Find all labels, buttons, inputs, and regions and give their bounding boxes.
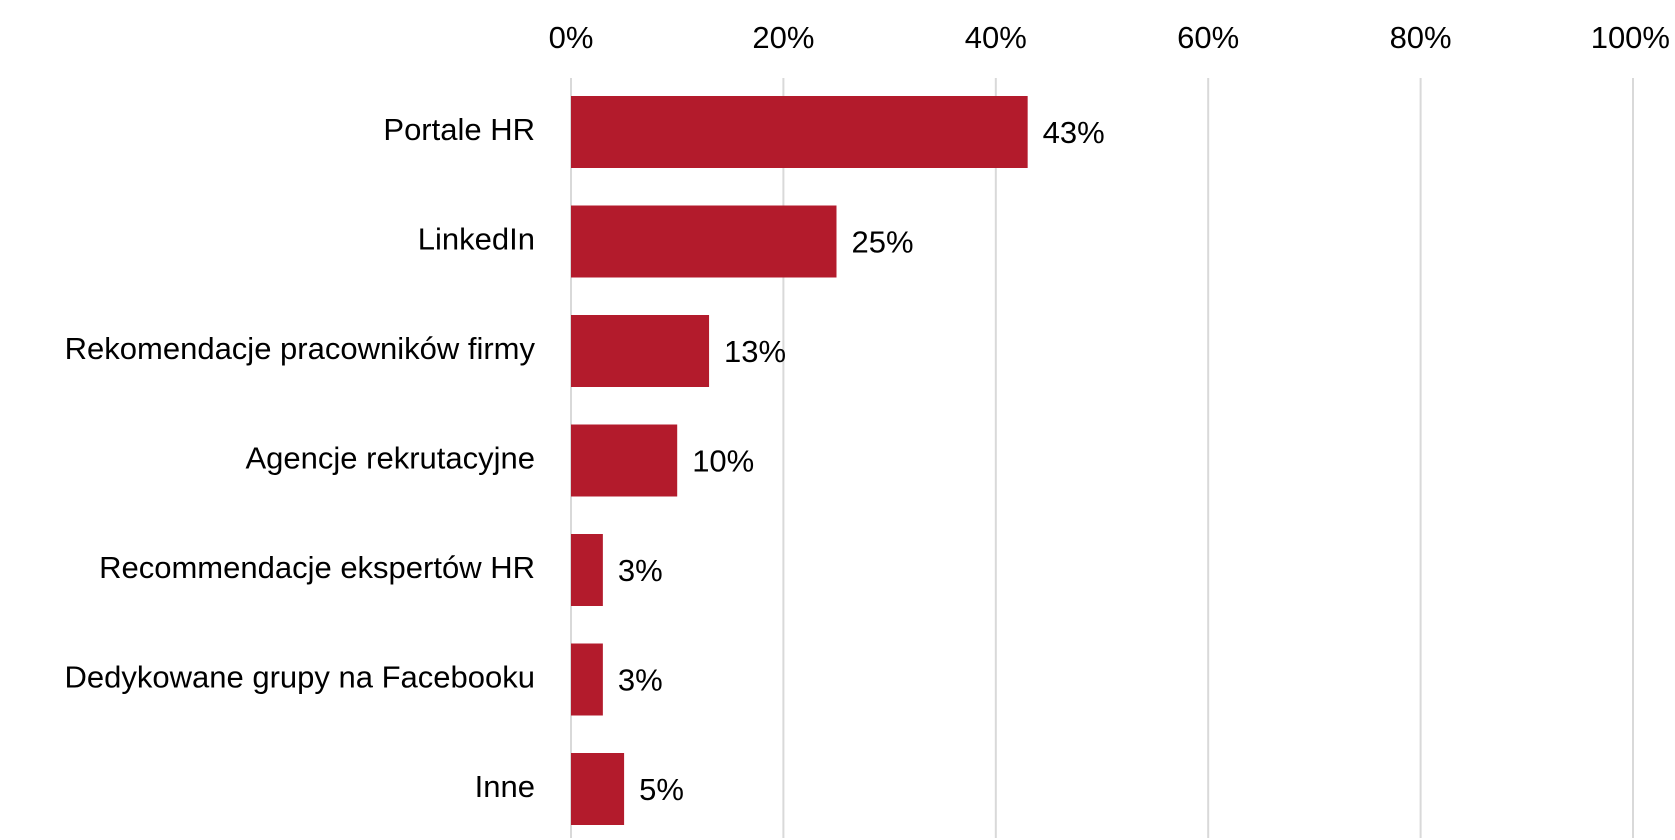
category-label: Portale HR [383,112,535,147]
x-tick-label: 0% [549,20,594,55]
x-tick-label: 100% [1591,20,1670,55]
bar [571,424,678,497]
category-label: Recommendacje ekspertów HR [99,550,535,585]
data-label: 3% [618,663,663,698]
data-labels: 43% 25% 13% 10% 3% 3% 5% [618,115,1105,807]
category-labels: Portale HR LinkedIn Rekomendacje pracownik… [65,112,536,804]
bar [571,753,625,825]
data-label: 10% [692,444,754,479]
category-label: Dedykowane grupy na Facebooku [65,660,535,695]
x-tick-label: 60% [1177,20,1239,55]
x-tick-label: 20% [752,20,814,55]
bar [571,96,1028,168]
data-label: 43% [1043,115,1105,150]
data-label: 3% [618,553,663,588]
bar [571,205,837,278]
bar [571,534,603,606]
x-tick-label: 40% [965,20,1027,55]
x-axis-ticks: 0% 20% 40% 60% 80% 100% [549,20,1670,55]
bars [571,96,1028,825]
bar [571,643,603,716]
data-label: 13% [724,334,786,369]
x-tick-label: 80% [1390,20,1452,55]
category-label: Agencje rekrutacyjne [246,441,536,476]
category-label: LinkedIn [418,222,535,257]
category-label: Inne [475,769,535,804]
data-label: 5% [639,772,684,807]
bar [571,315,710,387]
data-label: 25% [852,225,914,260]
category-label: Rekomendacje pracowników firmy [65,331,536,366]
